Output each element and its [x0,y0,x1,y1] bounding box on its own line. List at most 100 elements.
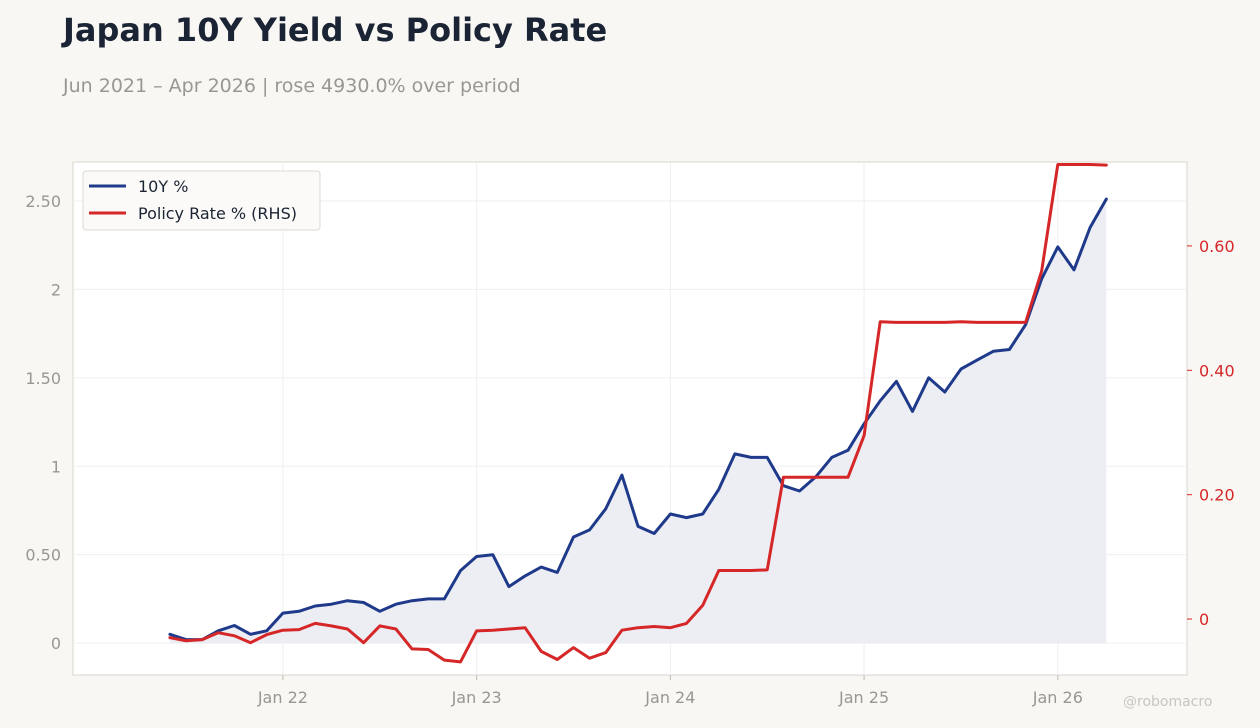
data-point-10y [1040,277,1043,280]
data-point-10y [734,453,736,455]
data-point-10y [346,599,349,602]
data-point-policy-rate [766,569,769,571]
data-point-policy-rate [879,320,882,323]
data-point-policy-rate [637,626,639,629]
data-point-10y [524,575,526,577]
data-point-10y [508,585,510,588]
data-point-policy-rate [459,661,462,663]
data-point-10y [362,601,365,604]
data-point-10y [298,610,300,613]
data-point-policy-rate [943,321,946,324]
data-point-10y [540,566,543,568]
y-tick-label-left: 0 [51,634,61,653]
data-point-10y [475,555,478,558]
data-point-10y [233,624,236,627]
data-point-policy-rate [895,321,898,324]
data-point-policy-rate [685,622,688,625]
watermark: @robomacro [1123,694,1213,710]
data-point-10y [395,603,397,606]
data-point-policy-rate [556,658,559,661]
data-point-policy-rate [201,638,204,641]
data-point-policy-rate [782,476,785,479]
data-point-10y [604,507,607,510]
data-point-policy-rate [169,636,171,639]
x-tick-label: Jan 23 [451,688,502,707]
data-point-policy-rate [249,641,252,644]
data-point-policy-rate [233,634,236,637]
data-point-10y [443,598,446,600]
x-tick-label: Jan 26 [1032,688,1083,707]
data-point-10y [637,525,639,528]
data-point-10y [895,380,898,383]
data-point-policy-rate [717,569,720,572]
data-point-10y [685,516,688,519]
data-point-10y [282,612,284,614]
data-point-10y [459,569,462,572]
data-point-10y [1105,198,1108,201]
data-point-policy-rate [863,434,865,437]
y-tick-label-left: 2.50 [25,192,61,211]
data-point-policy-rate [1089,163,1091,166]
data-point-10y [717,488,720,491]
data-point-10y [1024,323,1027,326]
data-point-policy-rate [814,476,817,479]
y-tick-label-left: 2 [51,280,61,299]
data-point-policy-rate [298,628,300,631]
data-point-policy-rate [1024,321,1027,324]
data-point-policy-rate [411,648,413,650]
data-point-policy-rate [524,626,526,629]
data-point-policy-rate [330,625,333,627]
data-point-10y [491,553,494,556]
data-point-10y [588,529,591,531]
data-point-policy-rate [475,630,478,632]
data-point-policy-rate [750,569,752,572]
data-point-policy-rate [1040,269,1043,272]
data-point-10y [621,474,623,476]
y-tick-label-right: 0.60 [1199,237,1235,256]
legend-label-10y: 10Y % [138,177,188,196]
legend-box [82,170,321,231]
data-point-policy-rate [621,629,623,632]
data-point-10y [1008,348,1011,351]
data-point-policy-rate [346,628,349,630]
data-point-policy-rate [378,625,381,627]
data-point-policy-rate [314,622,317,625]
data-point-10y [992,350,995,353]
data-point-10y [960,368,962,370]
chart-title: Japan 10Y Yield vs Policy Rate [63,11,608,49]
data-point-10y [653,532,656,535]
data-point-policy-rate [701,604,704,607]
data-point-policy-rate [362,641,365,644]
data-point-10y [701,513,704,515]
data-point-policy-rate [427,648,430,651]
data-point-policy-rate [1008,321,1011,324]
data-point-policy-rate [265,633,268,636]
data-point-policy-rate [588,657,591,660]
data-point-policy-rate [217,631,220,634]
chart-subtitle: Jun 2021 – Apr 2026 | rose 4930.0% over … [63,75,521,97]
data-point-10y [169,633,171,636]
x-tick-label: Jan 24 [644,688,695,707]
data-point-10y [249,633,252,636]
data-point-10y [911,410,914,413]
data-point-10y [830,456,833,459]
data-point-policy-rate [653,625,656,628]
data-point-10y [750,456,752,459]
y-tick-label-left: 1 [51,457,61,476]
data-point-policy-rate [976,321,978,324]
data-point-10y [378,610,381,613]
data-point-policy-rate [572,646,575,649]
data-point-policy-rate [1073,163,1075,166]
y-tick-label-right: 0.20 [1199,486,1235,505]
data-point-10y [572,536,575,538]
legend-label-policy-rate: Policy Rate % (RHS) [138,204,297,223]
data-point-10y [556,571,559,574]
data-point-policy-rate [798,476,801,479]
data-point-policy-rate [734,569,736,572]
y-tick-label-left: 1.50 [25,369,61,388]
data-point-policy-rate [992,321,995,324]
data-point-policy-rate [604,651,607,654]
data-point-10y [943,391,946,393]
data-point-policy-rate [847,476,849,479]
data-point-10y [427,598,430,600]
